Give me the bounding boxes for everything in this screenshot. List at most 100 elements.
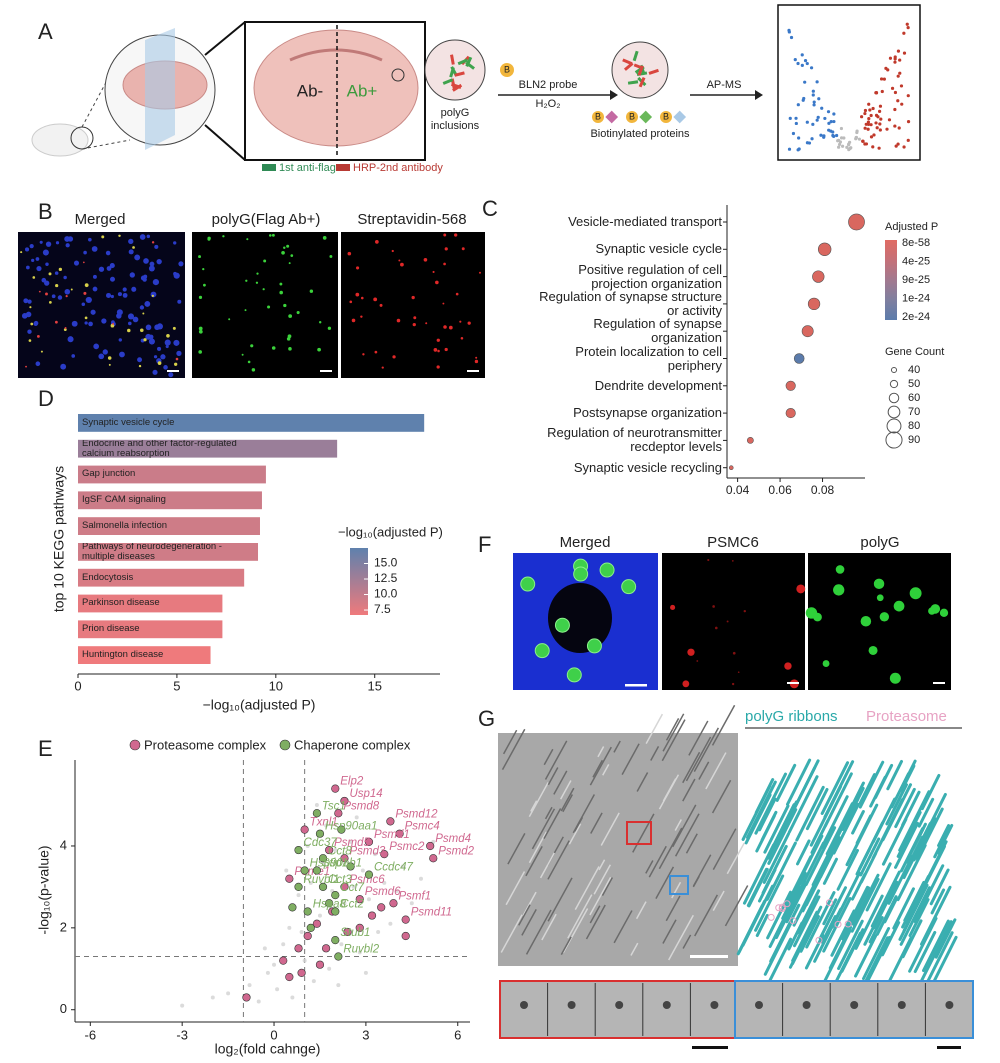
cell <box>118 234 121 238</box>
cell <box>271 346 276 350</box>
ribbon <box>899 827 924 873</box>
cell <box>90 309 96 315</box>
cell <box>31 258 35 262</box>
ribbon <box>805 787 829 831</box>
background-point <box>388 921 393 926</box>
image-title: PSMC6 <box>707 534 759 551</box>
ribbon <box>843 786 865 827</box>
cell <box>129 272 135 278</box>
point <box>429 854 438 863</box>
point <box>300 866 309 875</box>
icon-dot <box>847 143 851 147</box>
background-point <box>394 889 399 893</box>
scale-bar <box>692 1046 728 1049</box>
category-label: Regulation of synapse structure or activ… <box>539 288 722 318</box>
inclusion <box>566 667 582 683</box>
ribbon <box>818 849 835 879</box>
legend-label: Chaperone complex <box>294 737 411 752</box>
point <box>334 952 343 961</box>
cell <box>177 299 182 304</box>
background-point <box>256 999 261 1004</box>
ribbon <box>858 773 876 805</box>
ribbon <box>881 921 901 957</box>
fibril <box>543 748 554 766</box>
point <box>426 841 435 851</box>
cell <box>173 272 180 279</box>
background-point <box>210 995 215 1000</box>
icon-dot <box>866 127 870 131</box>
cell <box>928 607 936 615</box>
point <box>401 931 410 941</box>
cell <box>164 339 171 346</box>
icon-dot <box>896 74 900 78</box>
fibril <box>635 901 647 920</box>
cell <box>461 247 465 251</box>
cell <box>296 310 300 315</box>
icon-dot <box>820 106 824 110</box>
ribbon <box>920 885 952 946</box>
ribbon <box>785 882 808 924</box>
cell <box>288 262 291 265</box>
ribbon <box>845 885 869 930</box>
background-point <box>247 983 252 988</box>
icon-dot <box>888 56 893 60</box>
category-label: Synaptic vesicle recycling <box>573 459 722 475</box>
fibril <box>600 812 620 846</box>
point <box>355 923 364 932</box>
cell <box>105 292 112 299</box>
bar-label-box: Parkinson disease <box>82 598 160 608</box>
ribbon <box>797 834 824 883</box>
cell <box>83 291 87 295</box>
icon-dot <box>787 147 792 151</box>
proteasome <box>834 920 842 928</box>
cell <box>63 328 67 332</box>
cell <box>400 262 404 267</box>
icon-dot <box>890 86 895 90</box>
dot <box>817 242 832 257</box>
cell <box>455 292 459 296</box>
background-point <box>296 893 301 898</box>
cell <box>67 336 74 343</box>
cell <box>39 240 43 244</box>
icon-dot <box>835 133 839 138</box>
ribbon <box>755 913 769 938</box>
fibril <box>528 831 548 864</box>
fibril <box>711 704 736 746</box>
cell <box>362 353 365 356</box>
rod <box>632 50 639 62</box>
cell <box>437 349 440 353</box>
cell <box>268 234 272 237</box>
icon-dot <box>796 103 800 107</box>
dot <box>812 270 825 283</box>
fibril <box>682 934 692 949</box>
cell <box>423 257 428 262</box>
cell <box>151 241 155 244</box>
ribbon <box>793 895 821 948</box>
cell <box>45 262 49 266</box>
icon-dot <box>811 93 815 97</box>
cell <box>696 660 699 662</box>
icon-dot <box>866 120 871 124</box>
bar-label-box: Endocrine and other factor-regulated cal… <box>82 440 237 458</box>
cell <box>107 356 112 360</box>
icon-dot <box>867 102 871 106</box>
ribbon <box>754 874 785 932</box>
point-label: Psmd4 <box>435 833 471 845</box>
cell <box>98 266 105 272</box>
cell <box>290 254 294 257</box>
cell <box>435 280 439 285</box>
cell <box>58 267 63 272</box>
cell <box>443 262 446 266</box>
category-label-box: Regulation of synapse structure or activ… <box>539 288 722 318</box>
ribbon <box>850 877 880 933</box>
cell <box>173 339 180 346</box>
cell <box>413 316 417 320</box>
cell <box>347 251 352 256</box>
fibril <box>632 813 655 853</box>
point-label: Elp2 <box>340 776 364 788</box>
cell <box>241 353 244 356</box>
background-point <box>308 880 313 885</box>
cell <box>55 241 60 245</box>
icon-dot <box>906 26 910 30</box>
